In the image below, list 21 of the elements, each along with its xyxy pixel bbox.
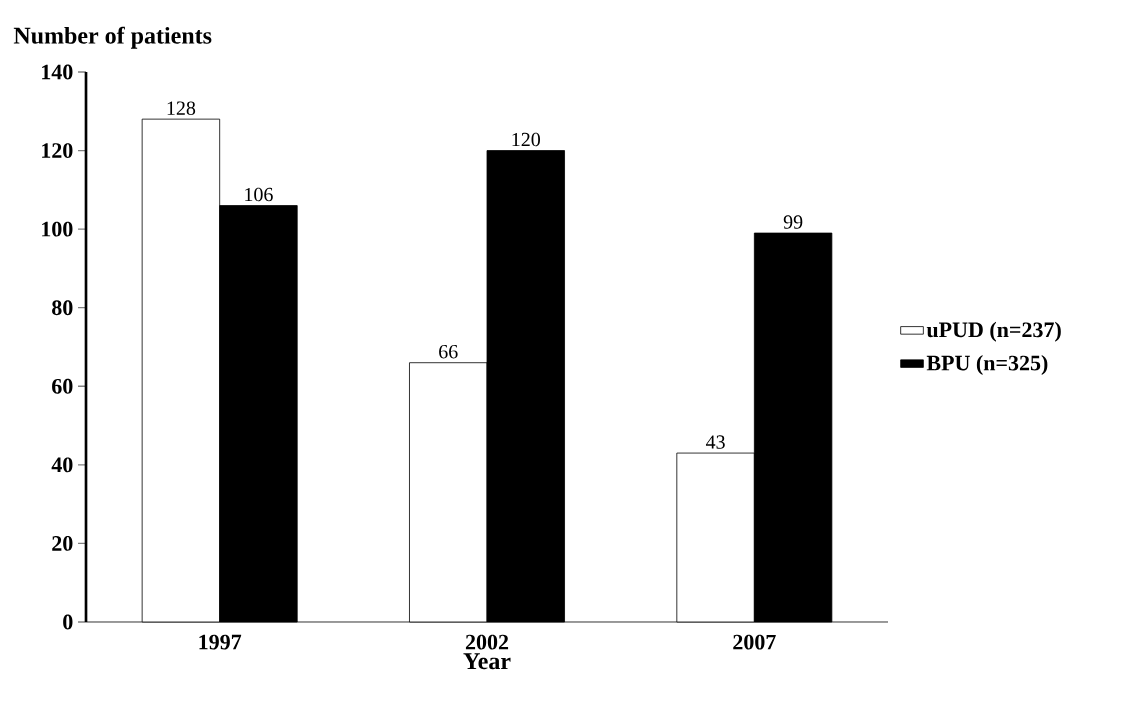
x-tick-label: 2002 bbox=[465, 634, 509, 650]
y-tick-label: 120 bbox=[42, 143, 73, 158]
y-tick-label: 140 bbox=[42, 64, 73, 80]
y-tick-label: 100 bbox=[42, 221, 73, 237]
x-tick-label: 1997 bbox=[199, 634, 242, 650]
data-label: 106 bbox=[245, 187, 273, 202]
data-label: 128 bbox=[167, 101, 196, 115]
y-tick-label: 60 bbox=[52, 378, 73, 394]
data-label: 66 bbox=[439, 345, 458, 359]
y-tick-label: 40 bbox=[51, 457, 73, 473]
legend-label: BPU (n=325) bbox=[926, 354, 1048, 375]
x-tick-label: 2007 bbox=[733, 634, 776, 650]
y-axis-title: Number of patients bbox=[13, 26, 212, 49]
data-label: 99 bbox=[783, 215, 803, 229]
y-tick-label: 80 bbox=[52, 300, 73, 316]
x-axis-title: Year bbox=[463, 653, 511, 670]
data-label: 43 bbox=[705, 435, 725, 449]
legend-label: uPUD (n=237) bbox=[926, 321, 1061, 342]
y-tick-label: 0 bbox=[63, 614, 73, 630]
y-tick-label: 20 bbox=[52, 536, 73, 551]
data-label: 120 bbox=[512, 132, 540, 147]
